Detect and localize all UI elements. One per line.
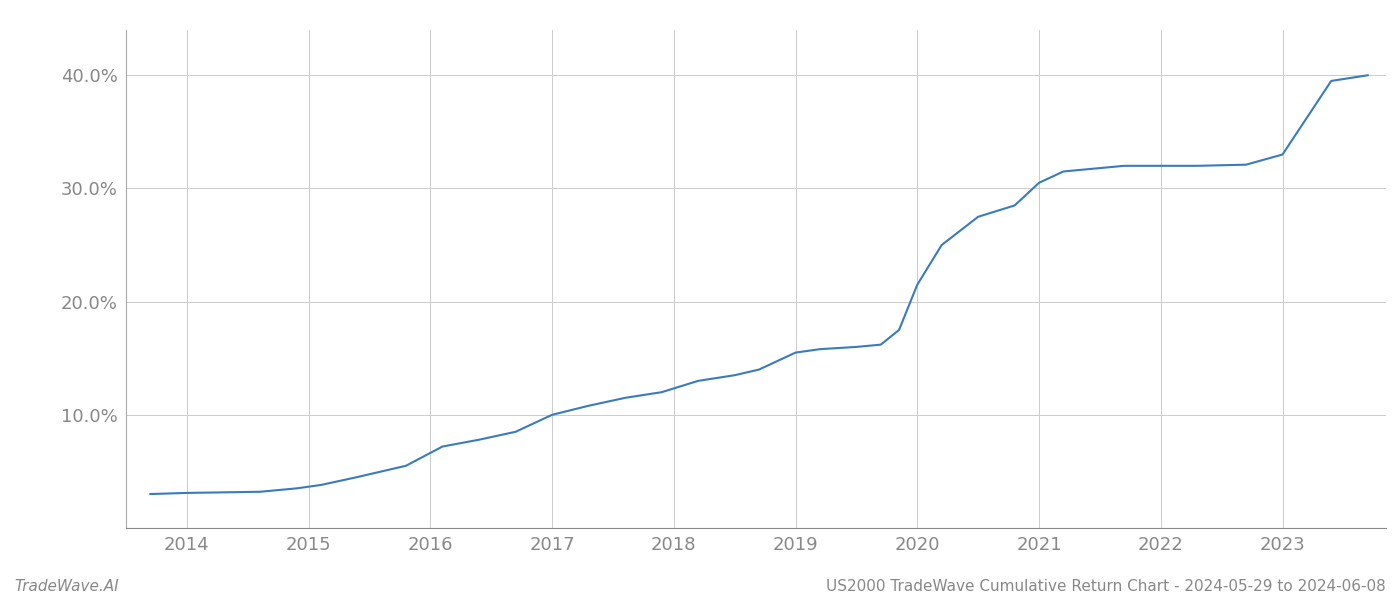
Text: US2000 TradeWave Cumulative Return Chart - 2024-05-29 to 2024-06-08: US2000 TradeWave Cumulative Return Chart…: [826, 579, 1386, 594]
Text: TradeWave.AI: TradeWave.AI: [14, 579, 119, 594]
